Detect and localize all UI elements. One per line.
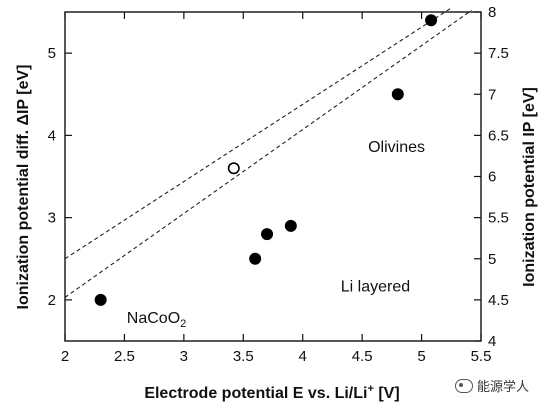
plot-frame: [64, 11, 482, 342]
filled-data-point: [249, 252, 262, 265]
axis-ticks: [64, 11, 482, 342]
y-right-tick-label: 5: [488, 251, 496, 268]
filled-data-point: [391, 88, 404, 101]
y-left-tick-label: 5: [48, 45, 56, 62]
guide-lines: [64, 7, 472, 298]
y-right-tick-label: 5.5: [488, 210, 509, 227]
x-axis-title-main: Electrode potential E vs. Li/Li: [144, 385, 367, 402]
wechat-icon: [455, 378, 473, 393]
filled-data-point: [94, 293, 107, 306]
y-right-axis-title: Ionization potential IP [eV]: [521, 87, 538, 287]
x-axis-title-tail: [V]: [374, 385, 400, 402]
dashed-guide-line: [64, 9, 472, 298]
y-right-tick-label: 8: [488, 4, 496, 21]
y-left-tick-label: 2: [48, 292, 56, 309]
watermark-text: 能源学人: [477, 380, 530, 395]
x-tick-label: 5.5: [471, 348, 492, 365]
open-data-point: [227, 162, 240, 175]
x-tick-label: 5: [417, 348, 425, 365]
y-right-tick-label: 6: [488, 169, 496, 186]
x-tick-label: 3: [180, 348, 188, 365]
annotation-li-layered: Li layered: [341, 279, 410, 296]
y-right-tick-label: 7: [488, 86, 496, 103]
x-tick-label: 3.5: [233, 348, 254, 365]
y-right-tick-label: 4: [488, 333, 496, 350]
filled-data-point: [284, 219, 297, 232]
annotation-nacoo2-main: NaCoO: [127, 310, 180, 327]
x-tick-label: 4.5: [352, 348, 373, 365]
y-right-tick-label: 4.5: [488, 292, 509, 309]
x-axis-title-sup: +: [367, 383, 373, 395]
x-tick-label: 2: [61, 348, 69, 365]
tick-labels: 2 2.5 3 3.5 4 4.5 5 5.5 2 3 4 5 4 4.5 5 5.5 6 6.5 7 7.5 8: [48, 4, 509, 365]
y-right-tick-label: 6.5: [488, 127, 509, 144]
dashed-guide-line: [64, 7, 452, 260]
x-tick-label: 4: [299, 348, 307, 365]
annotation-olivines: Olivines: [368, 139, 425, 156]
annotation-nacoo2: NaCoO2: [127, 310, 186, 330]
y-left-tick-label: 4: [48, 127, 56, 144]
filled-data-point: [261, 228, 274, 241]
x-tick-label: 2.5: [114, 348, 135, 365]
x-axis-title: Electrode potential E vs. Li/Li+ [V]: [144, 383, 399, 402]
watermark: 能源学人: [455, 376, 529, 395]
data-points: [94, 14, 438, 306]
y-left-axis-title: Ionization potential diff. ΔIP [eV]: [15, 65, 32, 310]
y-right-tick-label: 7.5: [488, 45, 509, 62]
filled-data-point: [425, 14, 438, 27]
y-left-tick-label: 3: [48, 210, 56, 227]
annotation-nacoo2-sub: 2: [180, 318, 186, 330]
